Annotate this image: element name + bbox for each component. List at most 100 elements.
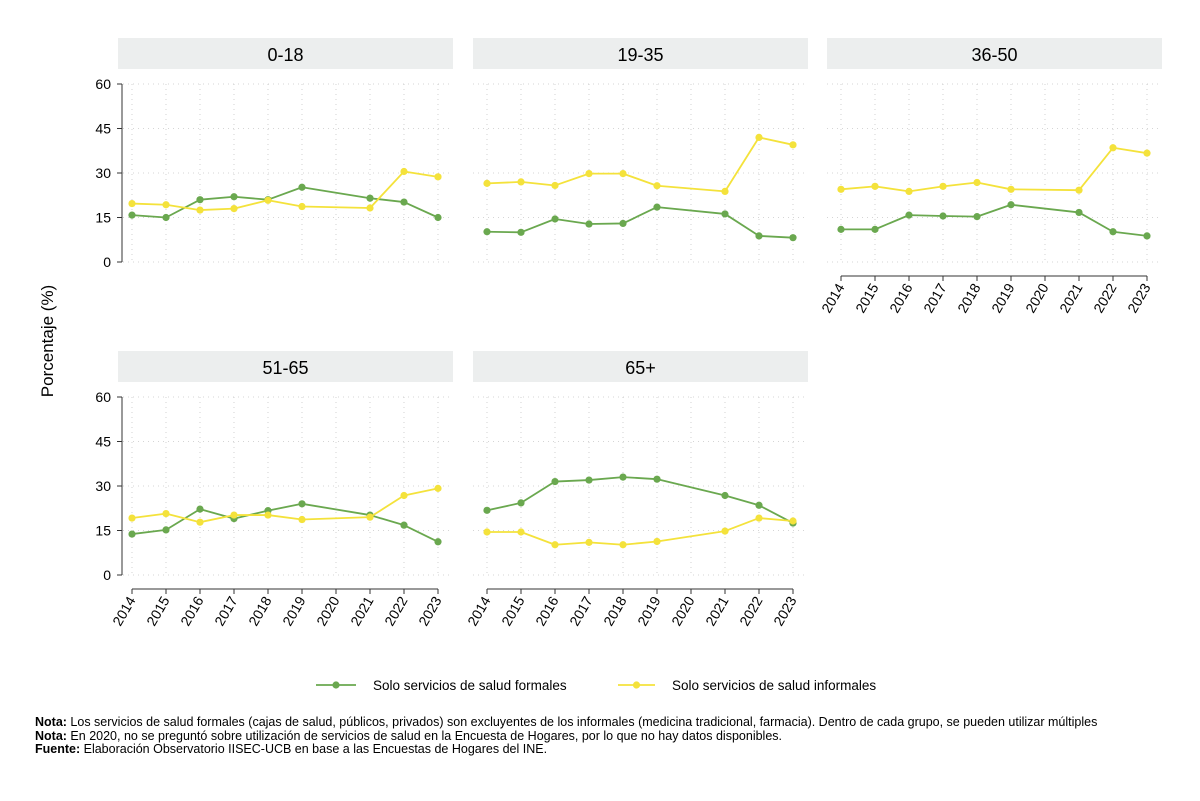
- data-point: [434, 213, 442, 222]
- data-point: [434, 538, 442, 546]
- x-tick-label: 2019: [988, 280, 1018, 315]
- data-point: [483, 528, 491, 536]
- source-note: Fuente: Elaboración Observatorio IISEC-U…: [35, 742, 548, 756]
- x-tick-label: 2022: [1090, 280, 1120, 315]
- x-tick-label: 2022: [736, 593, 766, 628]
- data-point: [653, 182, 661, 190]
- data-point: [789, 234, 797, 242]
- data-point: [585, 476, 593, 484]
- data-point: [162, 201, 170, 209]
- x-tick-label: 2022: [381, 593, 411, 628]
- data-point: [264, 196, 272, 204]
- data-point: [619, 219, 627, 228]
- data-point: [400, 167, 408, 176]
- data-point: [1143, 149, 1151, 157]
- panel-title: 51-65: [262, 358, 308, 378]
- series-line: [486, 206, 794, 239]
- panel-title: 19-35: [617, 45, 663, 65]
- series-line: [841, 203, 1148, 237]
- series-line: [131, 502, 439, 543]
- data-point: [755, 501, 763, 509]
- y-tick-label: 60: [95, 389, 111, 405]
- data-point: [298, 183, 306, 191]
- data-point: [551, 477, 559, 486]
- y-tick-label: 15: [95, 523, 111, 539]
- data-point: [196, 206, 204, 214]
- data-point: [434, 484, 442, 492]
- data-point: [585, 538, 593, 546]
- data-point: [619, 169, 627, 178]
- x-tick-label: 2023: [415, 593, 445, 628]
- x-tick-label: 2015: [143, 593, 173, 628]
- data-point: [721, 210, 729, 218]
- y-tick-label: 45: [95, 434, 111, 450]
- data-point: [619, 541, 627, 549]
- data-point: [837, 225, 845, 233]
- data-point: [483, 228, 491, 236]
- footnotes: Nota: Los servicios de salud formales (c…: [35, 716, 1200, 757]
- data-point: [653, 475, 661, 483]
- legend-label: Solo servicios de salud informales: [672, 678, 876, 693]
- data-point: [721, 527, 729, 535]
- x-tick-label: 2016: [886, 280, 916, 315]
- data-point: [230, 205, 238, 213]
- series-line: [486, 476, 794, 524]
- data-point: [366, 194, 374, 202]
- panel-title: 65+: [625, 358, 656, 378]
- data-point: [755, 232, 763, 240]
- data-point: [905, 211, 913, 219]
- data-point: [721, 491, 729, 500]
- x-tick-label: 2023: [770, 593, 800, 628]
- data-point: [517, 178, 525, 186]
- panel-title: 0-18: [267, 45, 303, 65]
- data-point: [1143, 232, 1151, 240]
- y-tick-label: 30: [95, 165, 111, 181]
- panel-strip: [827, 38, 1162, 69]
- data-point: [551, 215, 559, 223]
- x-tick-label: 2016: [177, 593, 207, 628]
- data-point: [1109, 228, 1117, 236]
- panel-strip: [118, 38, 453, 69]
- data-point: [871, 225, 879, 233]
- data-point: [483, 506, 491, 514]
- data-point: [837, 185, 845, 193]
- data-point: [619, 473, 627, 481]
- data-point: [1075, 208, 1083, 217]
- panel-strip: [118, 351, 453, 382]
- series-line: [131, 170, 439, 211]
- y-tick-label: 0: [103, 254, 111, 270]
- series-line: [486, 136, 794, 193]
- data-point: [789, 141, 797, 149]
- data-point: [196, 196, 204, 204]
- data-point: [551, 541, 559, 549]
- data-point: [585, 169, 593, 178]
- data-point: [162, 213, 170, 222]
- x-tick-label: 2014: [464, 593, 494, 628]
- data-point: [162, 509, 170, 518]
- data-point: [128, 199, 136, 208]
- x-tick-label: 2021: [347, 593, 377, 628]
- data-point: [721, 187, 729, 195]
- data-point: [871, 182, 879, 190]
- legend-marker: [332, 681, 340, 689]
- data-point: [905, 187, 913, 195]
- data-point: [755, 514, 763, 522]
- y-tick-label: 0: [103, 567, 111, 583]
- series-line: [487, 517, 794, 546]
- data-point: [400, 491, 408, 500]
- series-line: [840, 146, 1148, 193]
- x-tick-label: 2015: [852, 280, 882, 315]
- x-tick-label: 2014: [818, 280, 848, 315]
- x-tick-label: 2020: [668, 593, 698, 628]
- data-point: [973, 213, 981, 221]
- legend-label: Solo servicios de salud formales: [373, 678, 567, 693]
- data-point: [128, 514, 136, 522]
- legend-marker: [632, 681, 641, 689]
- data-point: [128, 530, 136, 538]
- data-point: [162, 526, 170, 534]
- data-point: [653, 203, 661, 211]
- data-point: [264, 511, 272, 519]
- data-point: [483, 179, 491, 187]
- x-tick-label: 2017: [211, 593, 241, 628]
- data-point: [1007, 185, 1015, 193]
